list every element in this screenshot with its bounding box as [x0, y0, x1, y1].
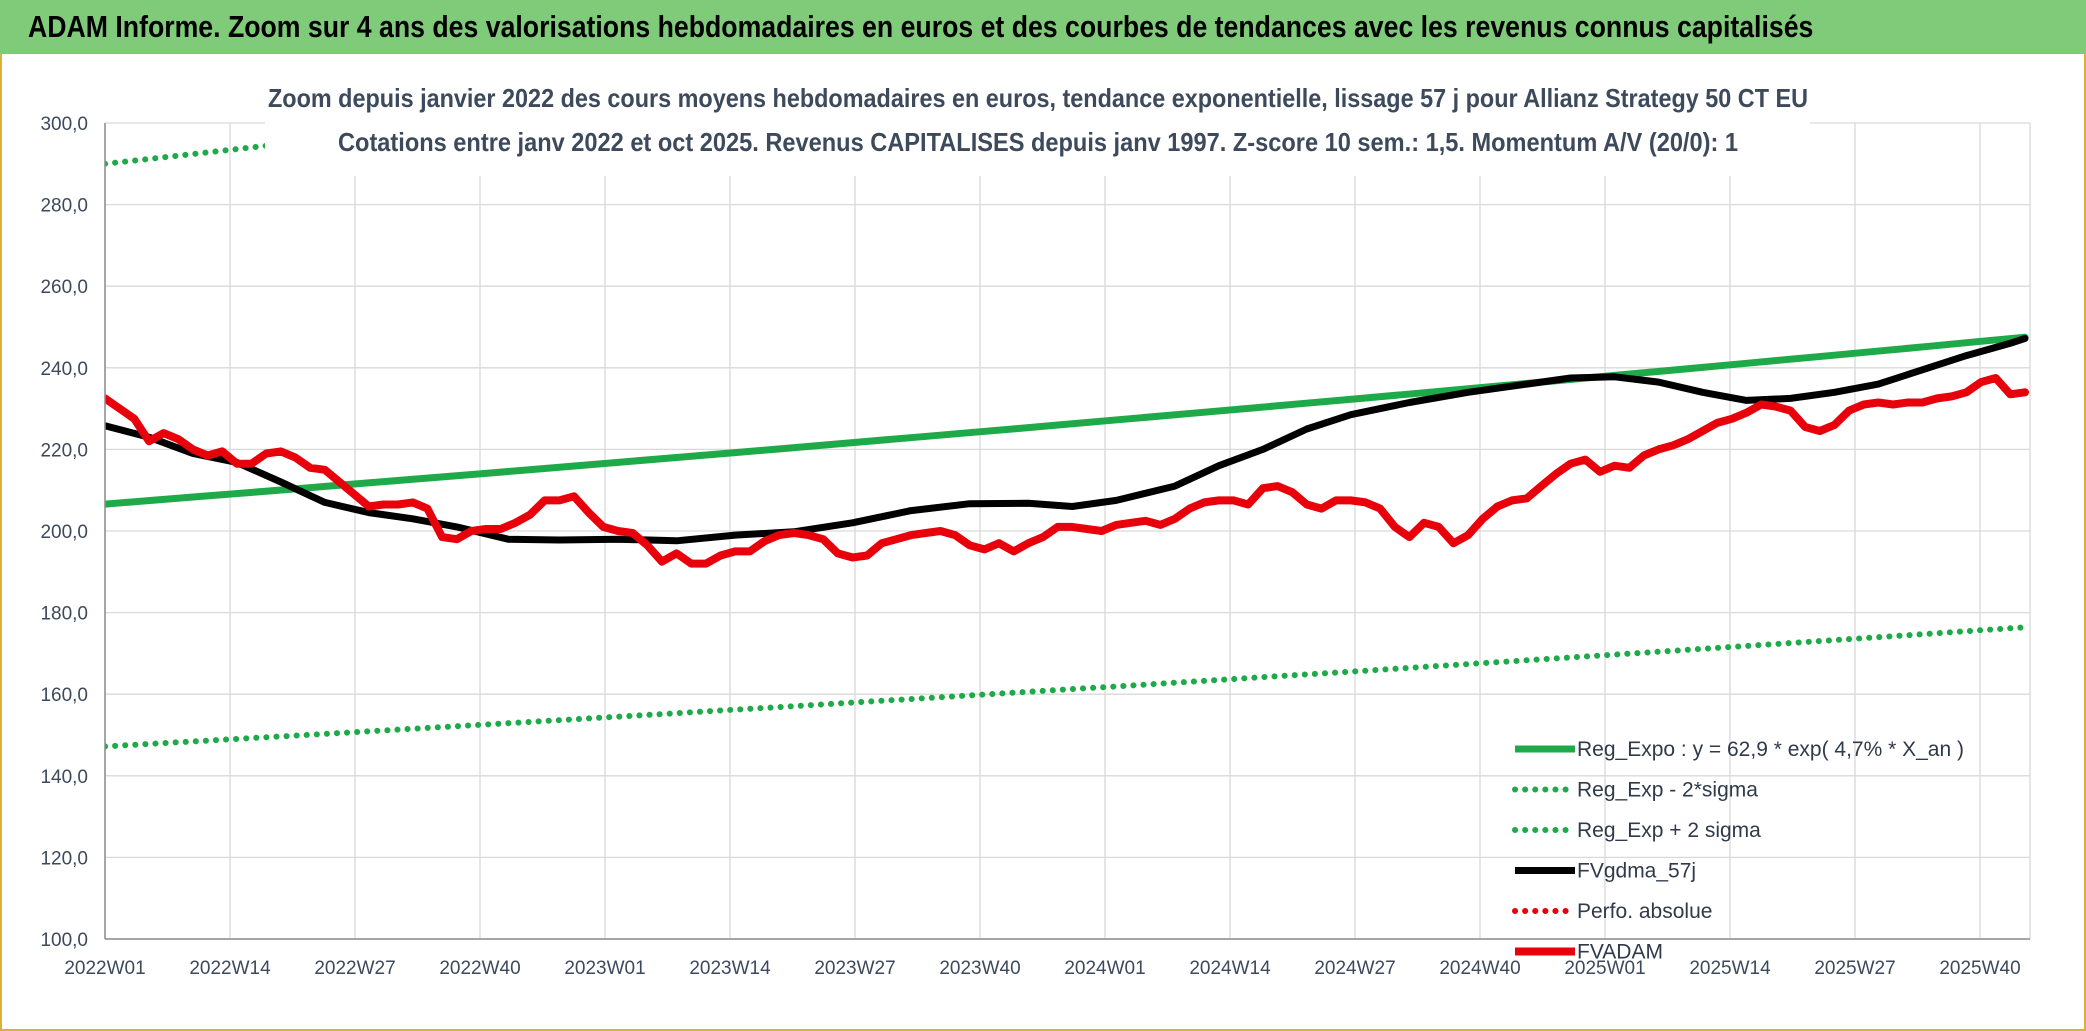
- x-tick-label: 2022W01: [64, 958, 145, 979]
- axis-layer: 100,0 120,0 140,0 160,0 180,0 200,0 220,0 240,0…: [40, 114, 2030, 979]
- series-line-3: [105, 334, 2029, 545]
- x-tick-label: 2024W14: [1189, 958, 1271, 979]
- legend-label: Reg_Exp - 2*sigma: [1577, 779, 1758, 802]
- x-tick-label: 2025W01: [1564, 958, 1645, 979]
- x-tick-label: 2025W14: [1689, 958, 1771, 979]
- x-tick-label: 2023W40: [939, 958, 1020, 979]
- series-line-0: [105, 333, 2029, 508]
- y-tick-label: 220,0: [40, 440, 88, 461]
- x-tick-label: 2023W27: [814, 958, 895, 979]
- chart-title-line-1: Zoom depuis janvier 2022 des cours moyen…: [268, 83, 1808, 113]
- x-tick-label: 2024W40: [1439, 958, 1520, 979]
- y-tick-label: 260,0: [40, 277, 88, 298]
- legend: Reg_Expo : y = 62,9 * exp( 4,7% * X_an )…: [1512, 738, 1964, 964]
- x-tick-label: 2022W27: [314, 958, 395, 979]
- x-tick-label: 2022W14: [189, 958, 271, 979]
- y-tick-label: 300,0: [40, 114, 88, 135]
- chart-title-line-2: Cotations entre janv 2022 et oct 2025. R…: [338, 127, 1738, 157]
- x-tick-label: 2022W40: [439, 958, 520, 979]
- x-tick-label: 2025W27: [1814, 958, 1895, 979]
- legend-label: Perfo. absolue: [1577, 900, 1712, 923]
- y-tick-label: 200,0: [40, 522, 88, 543]
- legend-label: FVADAM: [1577, 941, 1663, 964]
- y-tick-label: 100,0: [40, 930, 88, 951]
- legend-label: Reg_Exp + 2 sigma: [1577, 819, 1761, 842]
- y-tick-label: 120,0: [40, 848, 88, 869]
- x-tick-label: 2024W01: [1064, 958, 1145, 979]
- legend-label: FVgdma_57j: [1577, 860, 1696, 883]
- x-tick-label: 2024W27: [1314, 958, 1395, 979]
- grid-layer: [104, 122, 2031, 940]
- series-layer: [105, 123, 2029, 750]
- series-line-1: [105, 624, 2028, 750]
- y-tick-label: 280,0: [40, 196, 88, 217]
- chart-title-block: Zoom depuis janvier 2022 des cours moyen…: [265, 76, 1810, 176]
- x-tick-label: 2023W14: [689, 958, 771, 979]
- y-tick-label: 160,0: [40, 685, 88, 706]
- legend-label: Reg_Expo : y = 62,9 * exp( 4,7% * X_an ): [1577, 738, 1964, 761]
- y-tick-label: 140,0: [40, 767, 88, 788]
- y-tick-label: 240,0: [40, 359, 88, 380]
- report-title: ADAM Informe. Zoom sur 4 ans des valoris…: [28, 9, 1814, 44]
- x-tick-label: 2023W01: [564, 958, 645, 979]
- x-tick-label: 2025W40: [1939, 958, 2020, 979]
- series-line-5: [105, 374, 2029, 568]
- report-banner: ADAM Informe. Zoom sur 4 ans des valoris…: [0, 0, 2086, 54]
- y-tick-label: 180,0: [40, 604, 88, 625]
- line-chart: 100,0 120,0 140,0 160,0 180,0 200,0 220,0 240,0…: [40, 76, 2031, 979]
